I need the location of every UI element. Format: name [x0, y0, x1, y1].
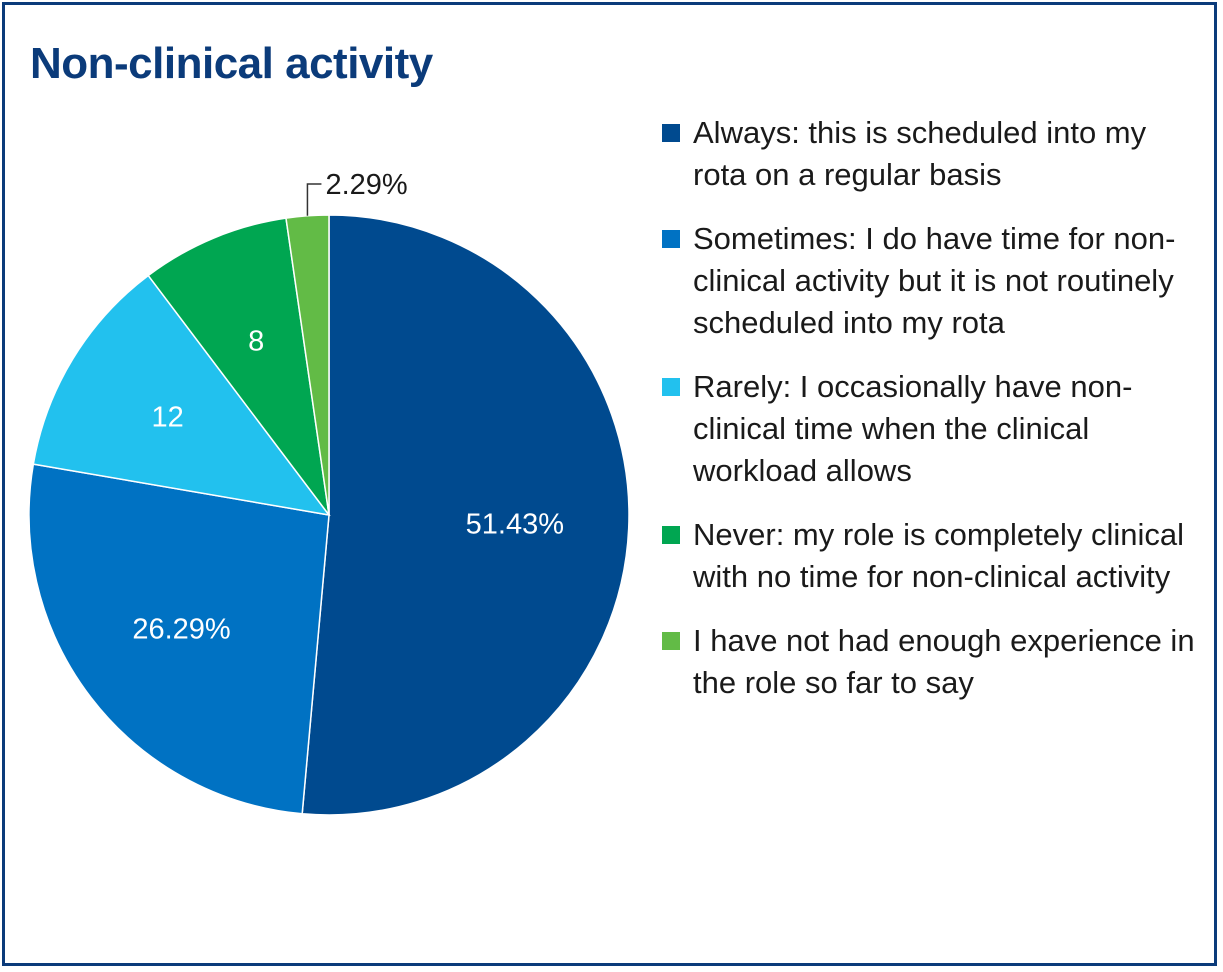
pie-slices [28, 214, 630, 816]
data-label-i-have-not-had-enough-ex: 2.29% [325, 169, 407, 201]
pie-data-labels: 51.43% 26.29% 12 8 2.29% [132, 169, 564, 645]
leader-line-i-have-not-had-enough-ex [306, 183, 322, 216]
legend-label: Rarely: I occasionally have non-clinical… [693, 369, 1133, 488]
legend-item-sometimes: Sometimes: I do have time for non-clinic… [662, 218, 1207, 344]
pie-slice-never [147, 217, 330, 516]
data-label-rarely: 12 [151, 402, 183, 434]
legend-swatch [662, 230, 680, 248]
data-label-never: 8 [248, 326, 264, 358]
legend-swatch [662, 378, 680, 396]
legend-label: Sometimes: I do have time for non-clinic… [693, 221, 1176, 340]
legend: Always: this is scheduled into my rota o… [662, 112, 1207, 726]
legend-item-always: Always: this is scheduled into my rota o… [662, 112, 1207, 196]
pie-slice-always [301, 214, 630, 816]
legend-label: Always: this is scheduled into my rota o… [693, 115, 1147, 192]
data-label-always: 51.43% [466, 508, 564, 540]
legend-swatch [662, 632, 680, 650]
legend-item-never: Never: my role is completely clinical wi… [662, 514, 1207, 598]
legend-swatch [662, 124, 680, 142]
legend-item-i-have-not-had-enough-ex: I have not had enough experience in the … [662, 620, 1207, 704]
pie-slice-sometimes [28, 463, 330, 815]
data-label-sometimes: 26.29% [132, 613, 230, 645]
chart-title: Non-clinical activity [30, 39, 433, 88]
pie-slice-rarely [32, 274, 331, 517]
legend-swatch [662, 526, 680, 544]
legend-item-rarely: Rarely: I occasionally have non-clinical… [662, 366, 1207, 492]
legend-label: Never: my role is completely clinical wi… [693, 517, 1184, 594]
legend-label: I have not had enough experience in the … [693, 623, 1195, 700]
